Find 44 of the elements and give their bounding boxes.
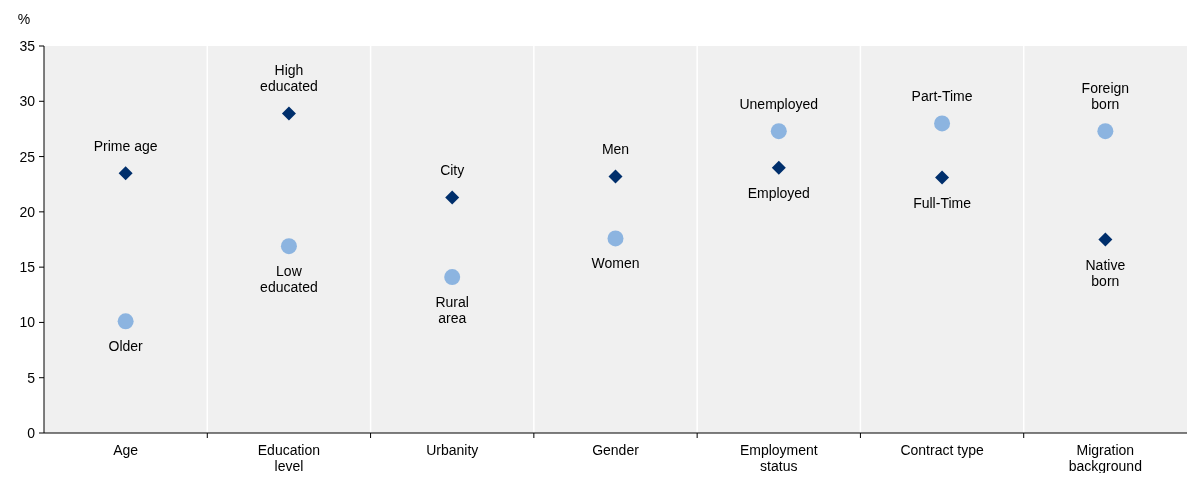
y-tick-label: 15 [19, 259, 36, 276]
point [118, 166, 133, 181]
annotation: Older [108, 338, 144, 355]
point [117, 313, 134, 330]
y-tick-label: 20 [19, 203, 36, 220]
y-axis-title: % [17, 11, 31, 27]
point [280, 238, 297, 255]
point [445, 190, 460, 205]
annotation: Low educated [260, 263, 318, 296]
point [1098, 232, 1113, 247]
point [281, 106, 296, 121]
annotation: Men [601, 141, 630, 158]
point [935, 170, 950, 185]
annotation: Unemployed [739, 96, 819, 113]
point [771, 160, 786, 175]
y-tick-label: 35 [19, 38, 36, 54]
x-tick-label: Contract type [900, 442, 984, 458]
y-tick-label: 0 [27, 425, 36, 441]
point [770, 123, 787, 140]
annotation: Rural area [435, 294, 469, 327]
point [934, 115, 951, 132]
annotation: High educated [260, 62, 318, 95]
x-tick-label: Employment status [739, 442, 818, 474]
y-tick-label: 5 [27, 369, 36, 386]
x-tick-label: Gender [592, 442, 640, 458]
x-tick-label: Urbanity [426, 442, 479, 458]
annotation: Native born [1085, 256, 1126, 289]
x-tick-label: Migration background [1068, 442, 1142, 474]
x-tick-label: Education level [257, 442, 321, 474]
point [1097, 123, 1114, 140]
point [444, 269, 461, 286]
annotation: Women [591, 255, 640, 272]
annotation: Foreign born [1081, 80, 1130, 113]
point [608, 169, 623, 184]
y-tick-label: 10 [19, 314, 36, 331]
annotation: Part-Time [911, 88, 973, 105]
x-tick-label: Age [113, 442, 139, 458]
point [607, 230, 624, 247]
annotation: City [440, 162, 465, 179]
annotation: Employed [747, 184, 810, 201]
annotation: Full-Time [913, 194, 972, 211]
annotation: Prime age [93, 138, 158, 155]
y-tick-label: 30 [19, 93, 36, 110]
y-tick-label: 25 [19, 148, 36, 165]
